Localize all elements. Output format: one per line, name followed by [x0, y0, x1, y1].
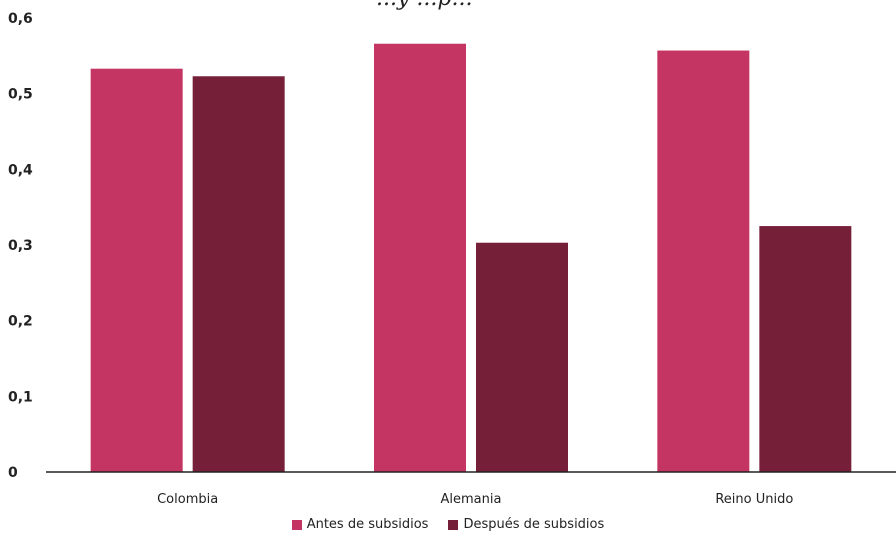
chart-title-text: ...y ...p... [376, 0, 472, 11]
legend-label-antes: Antes de subsidios [306, 517, 429, 532]
x-tick-label: Alemania [441, 492, 502, 507]
y-tick-label: 0,2 [8, 314, 33, 330]
y-tick-label: 0,3 [8, 238, 33, 254]
legend-swatch-despues [448, 519, 459, 530]
bar-colombia-despues [192, 76, 285, 472]
y-tick-label: 0,1 [8, 389, 33, 405]
legend-label-despues: Después de subsidios [463, 517, 605, 532]
legend-item-antes: Antes de subsidios [291, 517, 429, 532]
legend: Antes de subsidios Después de subsidios [0, 517, 896, 532]
legend-item-despues: Después de subsidios [448, 517, 604, 532]
bar-colombia-antes [90, 68, 183, 473]
bar-alemania-despues [476, 242, 568, 472]
bar-reino-unido-antes [657, 50, 750, 472]
chart-title: ...y ...p... [376, 0, 536, 16]
bar-reino-unido-despues [759, 226, 852, 472]
x-tick-label: Reino Unido [715, 492, 793, 507]
x-tick-label: Colombia [157, 492, 218, 507]
y-tick-label: 0,4 [8, 162, 33, 178]
legend-swatch-antes [291, 519, 302, 530]
y-tick-label: 0,5 [8, 87, 33, 103]
bar-alemania-antes [374, 43, 466, 473]
y-tick-label: 0,6 [8, 11, 33, 27]
y-tick-label: 0 [8, 465, 18, 481]
